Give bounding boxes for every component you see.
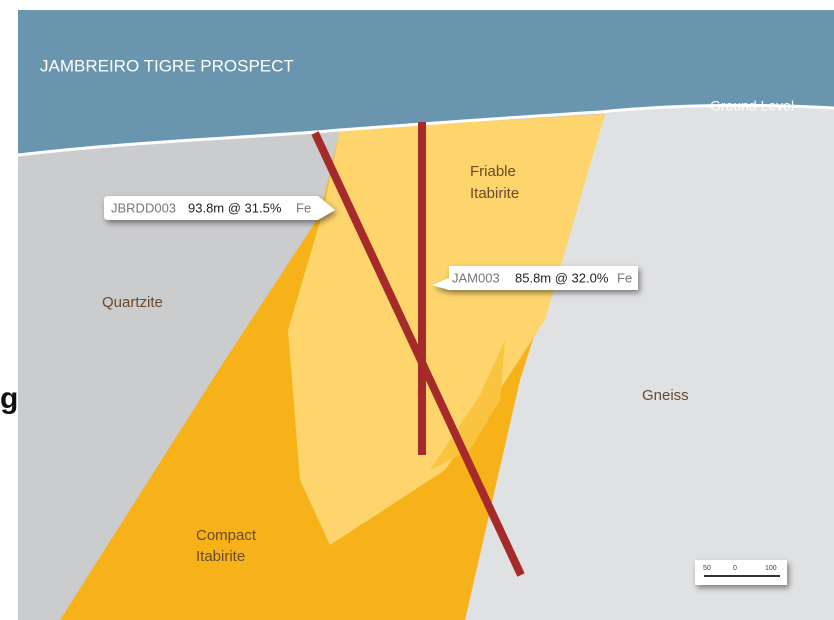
scale-box — [695, 560, 787, 585]
unit-label: Friable — [470, 163, 516, 180]
callout-element: Fe — [617, 270, 632, 285]
scale-label: 100 — [765, 565, 777, 572]
unit-label: Compact — [196, 527, 257, 544]
scale-label: 50 — [703, 565, 711, 572]
callout-grade: 85.8m @ 32.0% — [515, 270, 609, 285]
unit-label: Itabirite — [196, 548, 245, 565]
ground-level-label: Ground Level — [710, 98, 794, 114]
edge-text: g — [0, 382, 18, 415]
scale-label: 0 — [733, 565, 737, 572]
unit-label: Quartzite — [102, 294, 163, 311]
callout-element: Fe — [296, 200, 311, 215]
cross-section: g JAMBREIRO TIGRE PROSPECT Ground Level … — [0, 0, 834, 620]
title: JAMBREIRO TIGRE PROSPECT — [40, 56, 294, 75]
callout-grade: 93.8m @ 31.5% — [188, 200, 282, 215]
unit-label: Gneiss — [642, 387, 689, 404]
callout-hole: JBRDD003 — [111, 200, 176, 215]
page: g JAMBREIRO TIGRE PROSPECT Ground Level … — [0, 0, 834, 620]
unit-label: Itabirite — [470, 185, 519, 202]
callout-hole: JAM003 — [452, 270, 500, 285]
